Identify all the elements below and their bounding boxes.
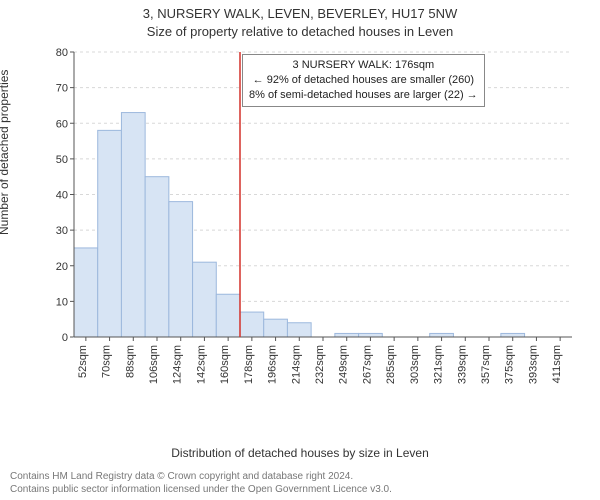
bar: [169, 202, 193, 337]
bar: [501, 333, 525, 337]
svg-text:178sqm: 178sqm: [243, 345, 255, 384]
annotation-line1: 3 NURSERY WALK: 176sqm: [249, 58, 478, 73]
bar: [287, 323, 311, 337]
bar: [240, 312, 264, 337]
x-axis-label: Distribution of detached houses by size …: [0, 446, 600, 460]
annotation-line2: ← 92% of detached houses are smaller (26…: [249, 73, 478, 88]
svg-text:267sqm: 267sqm: [361, 345, 373, 384]
svg-text:303sqm: 303sqm: [409, 345, 421, 384]
bar: [264, 319, 288, 337]
svg-text:339sqm: 339sqm: [456, 345, 468, 384]
svg-text:80: 80: [56, 47, 68, 59]
svg-text:160sqm: 160sqm: [219, 345, 231, 384]
chart-title: 3, NURSERY WALK, LEVEN, BEVERLEY, HU17 5…: [0, 6, 600, 21]
bar: [98, 130, 122, 337]
bar: [359, 333, 383, 337]
footer-line2: Contains public sector information licen…: [10, 483, 392, 496]
x-tick-labels: 52sqm 70sqm 88sqm 106sqm 124sqm 142sqm 160sqm 1…: [77, 337, 563, 384]
bar: [121, 113, 145, 337]
svg-text:52sqm: 52sqm: [77, 345, 89, 378]
svg-text:393sqm: 393sqm: [527, 345, 539, 384]
svg-text:30: 30: [56, 225, 68, 237]
svg-text:249sqm: 249sqm: [338, 345, 350, 384]
svg-text:285sqm: 285sqm: [385, 345, 397, 384]
y-axis-label: Number of detached properties: [0, 70, 11, 235]
footer-line1: Contains HM Land Registry data © Crown c…: [10, 470, 392, 483]
svg-text:375sqm: 375sqm: [504, 345, 516, 384]
bar: [145, 177, 169, 337]
svg-text:357sqm: 357sqm: [480, 345, 492, 384]
svg-text:10: 10: [56, 296, 68, 308]
svg-text:20: 20: [56, 261, 68, 273]
bar: [193, 262, 217, 337]
svg-text:60: 60: [56, 118, 68, 130]
svg-text:106sqm: 106sqm: [148, 345, 160, 384]
bar: [335, 333, 359, 337]
bar: [216, 294, 240, 337]
svg-text:70sqm: 70sqm: [101, 345, 113, 378]
svg-text:196sqm: 196sqm: [267, 345, 279, 384]
svg-text:40: 40: [56, 190, 68, 202]
svg-text:214sqm: 214sqm: [290, 345, 302, 384]
svg-text:88sqm: 88sqm: [124, 345, 136, 378]
svg-text:0: 0: [62, 332, 68, 344]
bars: [74, 113, 525, 337]
chart-container: 3, NURSERY WALK, LEVEN, BEVERLEY, HU17 5…: [0, 0, 600, 500]
annotation-line3: 8% of semi-detached houses are larger (2…: [249, 88, 478, 103]
bar: [74, 248, 98, 337]
svg-text:411sqm: 411sqm: [551, 345, 563, 383]
bar: [430, 333, 454, 337]
svg-text:321sqm: 321sqm: [433, 345, 445, 384]
svg-text:124sqm: 124sqm: [172, 345, 184, 384]
chart-subtitle: Size of property relative to detached ho…: [0, 24, 600, 39]
footer: Contains HM Land Registry data © Crown c…: [10, 470, 392, 496]
svg-text:232sqm: 232sqm: [314, 345, 326, 384]
svg-text:142sqm: 142sqm: [195, 345, 207, 384]
annotation-box: 3 NURSERY WALK: 176sqm ← 92% of detached…: [242, 54, 485, 107]
y-tick-labels: 0 10 20 30 40 50 60 70 80: [56, 47, 68, 344]
svg-text:50: 50: [56, 154, 68, 166]
svg-text:70: 70: [56, 83, 68, 95]
